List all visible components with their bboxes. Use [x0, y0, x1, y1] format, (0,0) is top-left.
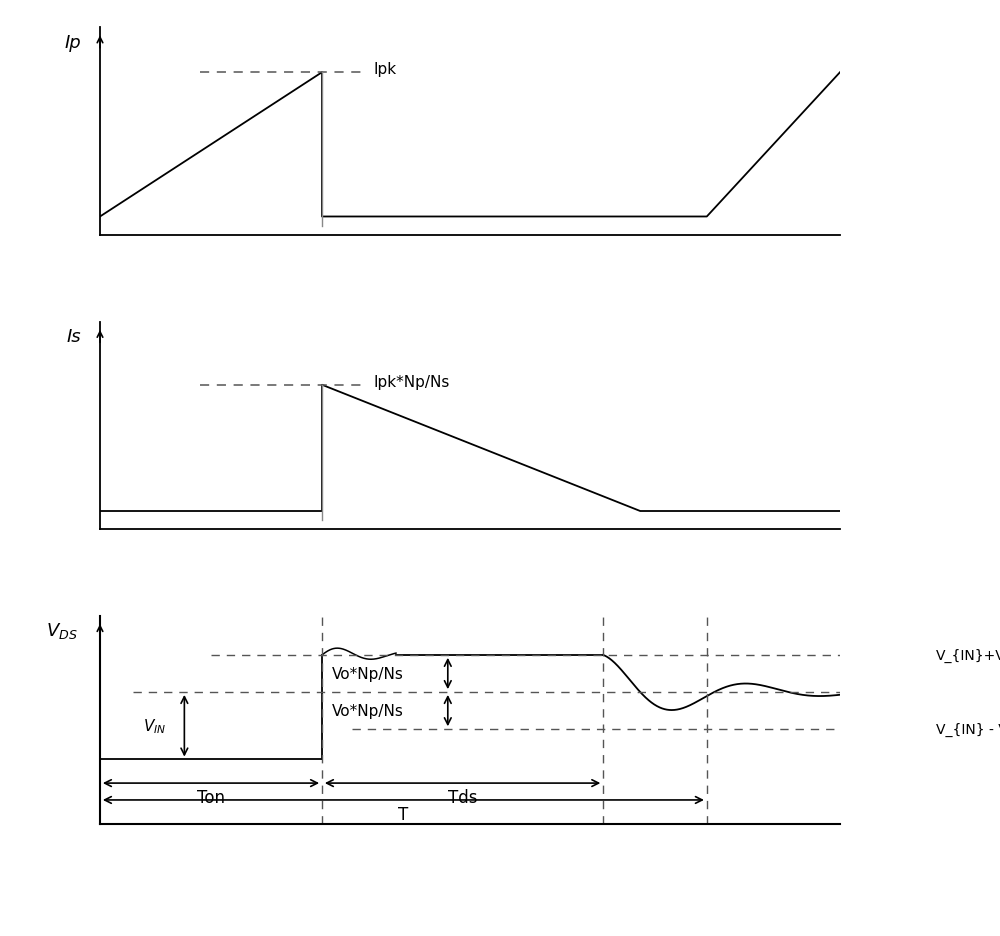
Text: Ipk*Np/Ns: Ipk*Np/Ns: [374, 374, 450, 389]
Text: $V_{IN}$: $V_{IN}$: [143, 717, 166, 736]
Text: V_{IN}+Vo*Np/Ns: V_{IN}+Vo*Np/Ns: [936, 648, 1000, 663]
Text: Ip: Ip: [65, 34, 82, 51]
Text: Vo*Np/Ns: Vo*Np/Ns: [332, 703, 403, 718]
Text: T: T: [398, 805, 409, 823]
Text: V_{IN} - Vo*Np/Ns: V_{IN} - Vo*Np/Ns: [936, 723, 1000, 737]
Text: Ipk: Ipk: [374, 62, 397, 77]
Text: Tds: Tds: [448, 788, 477, 806]
Text: Ton: Ton: [197, 788, 225, 806]
Text: Is: Is: [67, 328, 82, 345]
Text: $V_{DS}$: $V_{DS}$: [46, 620, 78, 640]
Text: Vo*Np/Ns: Vo*Np/Ns: [332, 666, 403, 681]
